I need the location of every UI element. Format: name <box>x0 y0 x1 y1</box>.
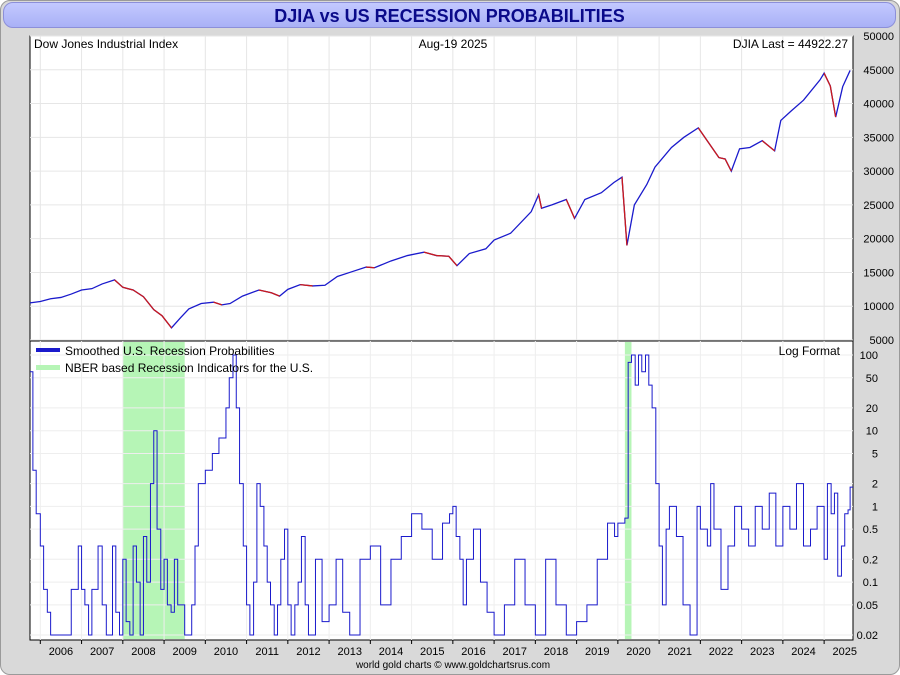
djia-decline-segment <box>142 296 155 311</box>
x-axis: 2006 2007 2008 2009 2010 2011 2012 2013 2014 2015… <box>39 640 857 658</box>
djia-decline-segment <box>423 251 437 257</box>
lower-y-tick-label: 100 <box>860 350 878 362</box>
djia-decline-segment <box>213 301 223 306</box>
x-tick-label: 2019 <box>585 646 609 658</box>
x-tick-label: 2006 <box>49 646 73 658</box>
djia-decline-segment <box>271 292 280 297</box>
lower-y-tick-label: 0.5 <box>863 524 878 536</box>
x-tick-label: 2020 <box>626 646 650 658</box>
upper-header-left: Dow Jones Industrial Index <box>34 37 178 51</box>
djia-decline-segment <box>761 140 776 152</box>
upper-plot-area <box>29 35 854 341</box>
upper-y-tick-label: 50000 <box>863 31 894 43</box>
djia-decline-segment <box>436 254 449 257</box>
lower-y-tick-label: 2 <box>872 479 878 491</box>
lower-y-tick-label: 50 <box>866 373 878 385</box>
upper-y-tick-label: 10000 <box>863 301 894 313</box>
lower-y-tick-label: 0.2 <box>863 554 878 566</box>
upper-header-last-value: DJIA Last = 44922.27 <box>733 37 848 51</box>
djia-decline-segment <box>366 266 375 269</box>
upper-panel: 5000 10000 15000 20000 25000 30000 35000 40000 4… <box>29 31 894 347</box>
chart-credit: world gold charts © www.goldchartsrus.co… <box>355 660 550 671</box>
djia-decline-segment <box>708 142 720 158</box>
upper-y-tick-label: 25000 <box>863 200 894 212</box>
lower-y-tick-label: 5 <box>872 448 878 460</box>
djia-decline-segment <box>114 279 124 288</box>
djia-decline-segment <box>823 72 831 87</box>
legend-swatch-probability <box>36 348 60 352</box>
djia-decline-segment <box>724 158 732 172</box>
djia-decline-segment <box>258 289 272 294</box>
recession-band <box>122 342 185 639</box>
upper-y-tick-label: 45000 <box>863 65 894 77</box>
djia-decline-segment <box>718 156 726 160</box>
lower-y-tick-label: 1 <box>872 501 878 513</box>
djia-decline-segment <box>153 309 163 317</box>
x-tick-label: 2025 <box>833 646 857 658</box>
lower-panel: 0.02 0.05 0.1 0.2 0.5 1 2 5 10 20 50 100 Smoothed U.… <box>29 340 878 642</box>
x-tick-label: 2009 <box>172 646 196 658</box>
djia-decline-segment <box>565 199 576 219</box>
x-tick-label: 2021 <box>667 646 691 658</box>
x-tick-label: 2007 <box>90 646 114 658</box>
x-tick-label: 2008 <box>131 646 155 658</box>
upper-y-tick-label: 5000 <box>870 335 894 347</box>
lower-legend: Smoothed U.S. Recession Probabilities NBE… <box>36 344 313 375</box>
upper-header-date: Aug-19 2025 <box>419 37 488 51</box>
lower-y-tick-label: 0.02 <box>857 630 878 642</box>
x-tick-label: 2012 <box>296 646 320 658</box>
djia-decline-segment <box>829 85 837 118</box>
lower-y-tick-label: 0.05 <box>857 600 878 612</box>
djia-decline-segment <box>161 315 173 329</box>
lower-format-label: Log Format <box>779 344 841 358</box>
djia-decline-segment <box>538 194 543 209</box>
djia-decline-segment <box>697 127 710 144</box>
upper-y-tick-label: 40000 <box>863 99 894 111</box>
djia-decline-segment <box>300 283 313 287</box>
x-tick-label: 2016 <box>461 646 485 658</box>
x-tick-label: 2023 <box>750 646 774 658</box>
djia-decline-segment <box>132 289 144 298</box>
legend-label-recession: NBER based Recession Indicators for the … <box>65 361 313 375</box>
upper-y-tick-label: 20000 <box>863 234 894 246</box>
x-tick-label: 2010 <box>214 646 238 658</box>
lower-y-tick-label: 0.1 <box>863 577 878 589</box>
x-tick-label: 2014 <box>379 646 403 658</box>
legend-label-probability: Smoothed U.S. Recession Probabilities <box>65 344 274 358</box>
djia-decline-segment <box>621 177 628 246</box>
recession-probability-line <box>30 354 853 636</box>
lower-y-tick-label: 10 <box>866 426 878 438</box>
djia-decline-segment <box>122 286 134 291</box>
x-tick-label: 2011 <box>255 646 279 658</box>
x-tick-label: 2024 <box>791 646 815 658</box>
x-tick-label: 2017 <box>502 646 526 658</box>
x-tick-label: 2018 <box>544 646 568 658</box>
upper-y-tick-label: 35000 <box>863 132 894 144</box>
lower-y-tick-label: 20 <box>866 403 878 415</box>
x-tick-label: 2022 <box>709 646 733 658</box>
upper-y-tick-label: 15000 <box>863 267 894 279</box>
djia-decline-segment <box>448 255 458 267</box>
x-tick-label: 2013 <box>337 646 361 658</box>
legend-swatch-recession <box>36 365 60 370</box>
chart-title: DJIA vs US RECESSION PROBABILITIES <box>3 2 896 28</box>
upper-y-tick-label: 30000 <box>863 166 894 178</box>
x-tick-label: 2015 <box>420 646 444 658</box>
